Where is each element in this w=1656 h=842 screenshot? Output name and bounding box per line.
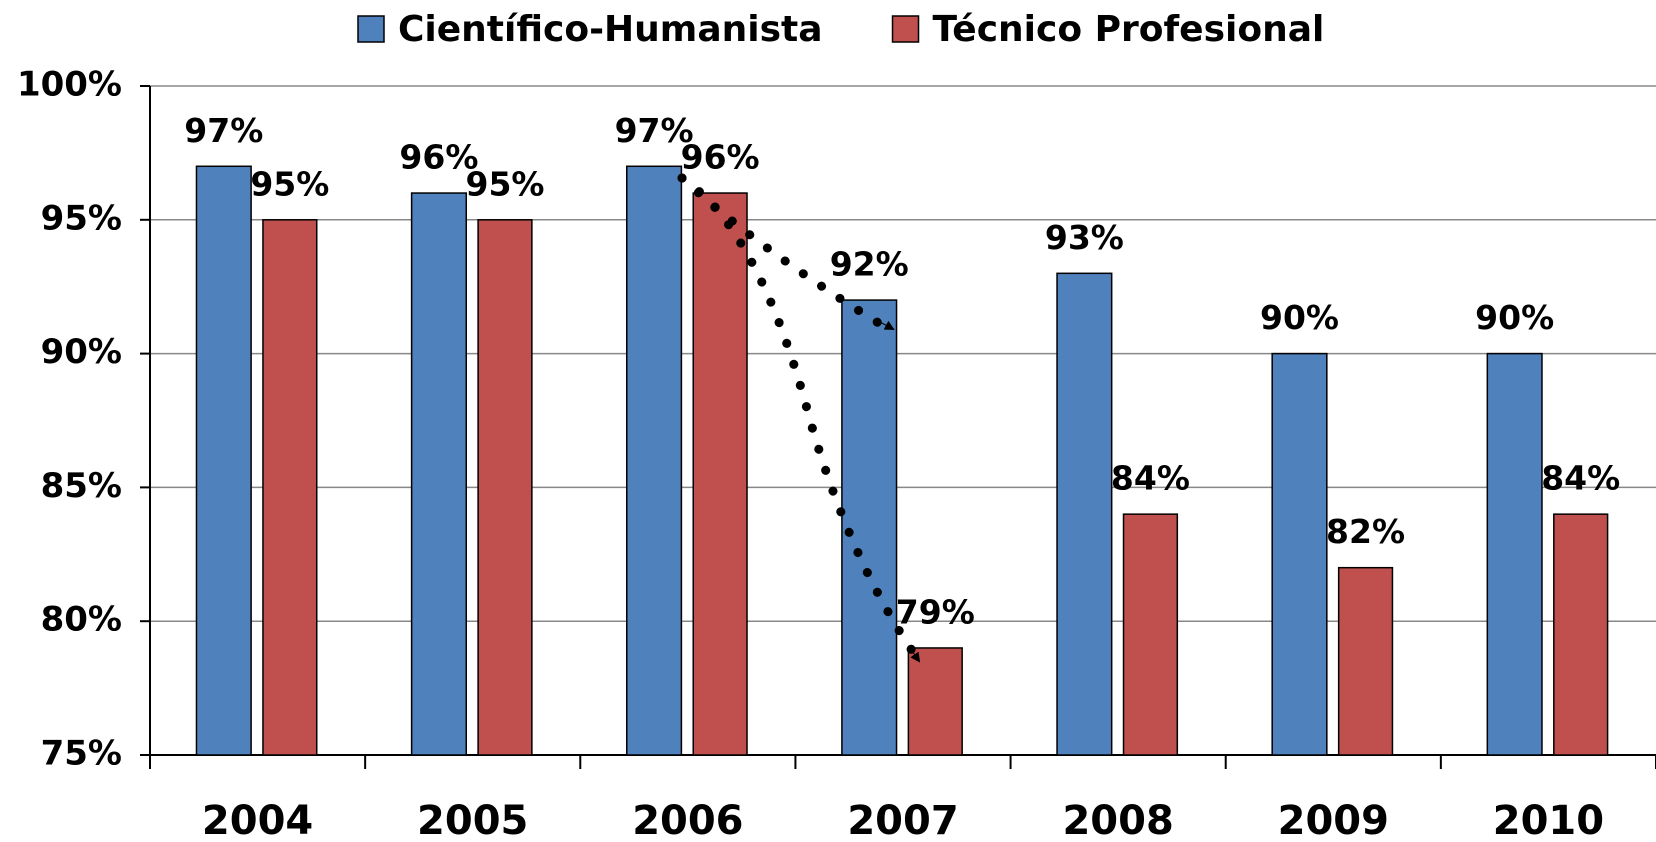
bar xyxy=(907,647,963,756)
x-tick-label: 2004 xyxy=(202,798,313,842)
bar xyxy=(1486,352,1543,756)
value-label: 90% xyxy=(1475,298,1554,337)
bar xyxy=(262,219,318,756)
y-tick-label: 75% xyxy=(41,734,122,774)
value-label: 84% xyxy=(1541,459,1620,498)
value-label: 97% xyxy=(615,111,694,150)
legend-label: Científico-Humanista xyxy=(398,9,823,50)
value-label: 95% xyxy=(250,164,329,203)
annotation-arrows xyxy=(677,173,921,663)
bar xyxy=(692,192,748,756)
bar xyxy=(1056,272,1113,756)
y-tick-label: 80% xyxy=(41,600,122,640)
bar xyxy=(477,219,533,756)
bar xyxy=(626,165,683,756)
arrow-dotted xyxy=(677,173,920,660)
y-tick-label: 90% xyxy=(41,332,122,372)
legend-swatch xyxy=(891,15,920,43)
bar xyxy=(1553,513,1609,756)
value-label: 90% xyxy=(1260,298,1339,337)
x-tick-label: 2007 xyxy=(847,798,958,842)
value-label: 79% xyxy=(896,592,975,631)
x-tick-label: 2008 xyxy=(1062,798,1173,842)
bar xyxy=(1271,352,1328,756)
value-label: 84% xyxy=(1111,459,1190,498)
value-label: 95% xyxy=(465,164,544,203)
arrow-head xyxy=(879,320,895,330)
bar xyxy=(1337,566,1394,756)
x-tick-label: 2005 xyxy=(417,798,528,842)
x-tick-label: 2006 xyxy=(632,798,743,842)
y-tick-label: 95% xyxy=(41,198,122,238)
bar xyxy=(195,165,252,756)
value-label: 96% xyxy=(681,138,760,177)
legend-label: Técnico Profesional xyxy=(933,9,1325,50)
bar xyxy=(841,299,898,756)
value-label: 82% xyxy=(1326,512,1405,551)
arrow-head xyxy=(909,647,921,663)
bar xyxy=(1122,513,1179,756)
y-tick-label: 100% xyxy=(17,65,122,105)
x-tick-label: 2010 xyxy=(1493,798,1604,842)
bar xyxy=(410,192,468,756)
value-label: 93% xyxy=(1045,218,1124,257)
value-label: 96% xyxy=(399,138,478,177)
value-label: 97% xyxy=(184,111,263,150)
legend-swatch xyxy=(357,15,385,43)
x-tick-label: 2009 xyxy=(1278,798,1389,842)
y-tick-label: 85% xyxy=(41,466,122,506)
value-label: 92% xyxy=(830,245,909,284)
